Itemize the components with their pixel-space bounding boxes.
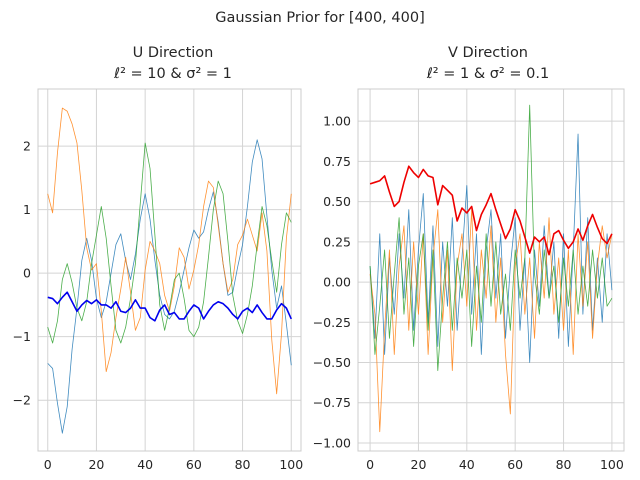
u-grid bbox=[38, 89, 301, 451]
u-sample-line-1 bbox=[47, 139, 292, 434]
u-mean-line bbox=[47, 291, 292, 322]
v-ytick-label: 0.00 bbox=[323, 275, 351, 290]
u-tick-labels: 0 20 40 60 80 100 −2 −1 0 1 2 bbox=[13, 139, 304, 472]
v-xtick-label: 40 bbox=[459, 457, 475, 472]
u-ytick-label: 1 bbox=[23, 202, 31, 217]
v-sample-line-3 bbox=[369, 104, 613, 371]
figure-suptitle: Gaussian Prior for [400, 400] bbox=[215, 10, 425, 26]
u-series bbox=[47, 107, 292, 434]
v-ytick-label: 0.25 bbox=[323, 234, 351, 249]
u-xtick-label: 80 bbox=[235, 457, 251, 472]
v-grid bbox=[358, 89, 624, 451]
u-sample-line-2 bbox=[47, 107, 292, 395]
u-sample-line-3 bbox=[47, 142, 292, 344]
v-ytick-label: −1.00 bbox=[313, 435, 351, 450]
u-xtick-label: 60 bbox=[186, 457, 202, 472]
v-sample-line-2 bbox=[369, 209, 613, 433]
u-xtick-label: 40 bbox=[137, 457, 153, 472]
v-tick-labels: 0 20 40 60 80 100 −1.00 −0.75 −0.50 −0.25 0.00 0.25… bbox=[313, 114, 624, 472]
u-panel-title: U Direction bbox=[133, 45, 214, 61]
u-xtick-label: 0 bbox=[44, 457, 52, 472]
v-panel-subtitle: ℓ² = 1 & σ² = 0.1 bbox=[426, 66, 549, 82]
v-xtick-label: 100 bbox=[600, 457, 624, 472]
v-direction-panel: V Direction ℓ² = 1 & σ² = 0.1 0 20 40 60 80 1… bbox=[313, 45, 625, 472]
u-ytick-label: 0 bbox=[23, 266, 31, 281]
v-ytick-label: −0.75 bbox=[313, 395, 351, 410]
u-ytick-label: −2 bbox=[13, 393, 31, 408]
v-ytick-label: 1.00 bbox=[323, 114, 351, 129]
v-plot-frame bbox=[357, 88, 625, 452]
v-ytick-label: 0.50 bbox=[323, 194, 351, 209]
v-xtick-label: 0 bbox=[366, 457, 374, 472]
v-series bbox=[369, 104, 613, 433]
u-ytick-label: 2 bbox=[23, 139, 31, 154]
v-ytick-label: −0.50 bbox=[313, 355, 351, 370]
u-xtick-label: 100 bbox=[279, 457, 303, 472]
u-ytick-label: −1 bbox=[13, 329, 31, 344]
v-xtick-label: 80 bbox=[556, 457, 572, 472]
u-direction-panel: U Direction ℓ² = 10 & σ² = 1 0 20 40 60 80 10… bbox=[13, 45, 304, 472]
u-panel-subtitle: ℓ² = 10 & σ² = 1 bbox=[113, 66, 232, 82]
u-plot-frame bbox=[37, 88, 302, 452]
v-ytick-label: −0.25 bbox=[313, 315, 351, 330]
u-xtick-label: 20 bbox=[88, 457, 104, 472]
v-panel-title: V Direction bbox=[448, 45, 528, 61]
v-xtick-label: 20 bbox=[411, 457, 427, 472]
v-xtick-label: 60 bbox=[507, 457, 523, 472]
v-sample-line-1 bbox=[369, 133, 613, 363]
v-mean-line bbox=[369, 165, 613, 256]
v-ytick-label: 0.75 bbox=[323, 154, 351, 169]
